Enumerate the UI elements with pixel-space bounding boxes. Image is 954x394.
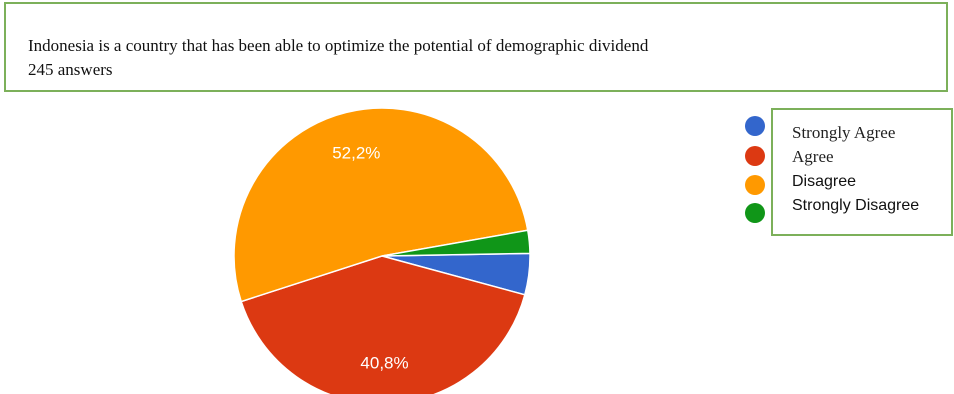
answer-count: 245 answers: [28, 60, 113, 79]
legend-dot-disagree: [745, 175, 765, 195]
legend-dot-agree: [745, 146, 765, 166]
pie-label-agree: 40,8%: [360, 354, 408, 373]
question-card: Indonesia is a country that has been abl…: [4, 2, 948, 92]
legend-box: [771, 108, 953, 236]
pie-slice-disagree: [233, 107, 529, 303]
legend-label-disagree: Disagree: [792, 173, 857, 190]
pie-slice-strongly-disagree: [381, 229, 531, 257]
legend-dot-strongly-agree: [745, 116, 765, 136]
legend-label-strongly-disagree: Strongly Disagree: [792, 197, 920, 214]
pie-slice-agree: [240, 255, 526, 394]
pie-label-disagree: 52,2%: [332, 144, 380, 163]
legend-dot-strongly-disagree: [745, 203, 765, 223]
legend-label-strongly-agree: Strongly Agree: [792, 123, 896, 142]
legend-label-agree: Agree: [792, 147, 834, 166]
question-title: Indonesia is a country that has been abl…: [28, 36, 649, 55]
